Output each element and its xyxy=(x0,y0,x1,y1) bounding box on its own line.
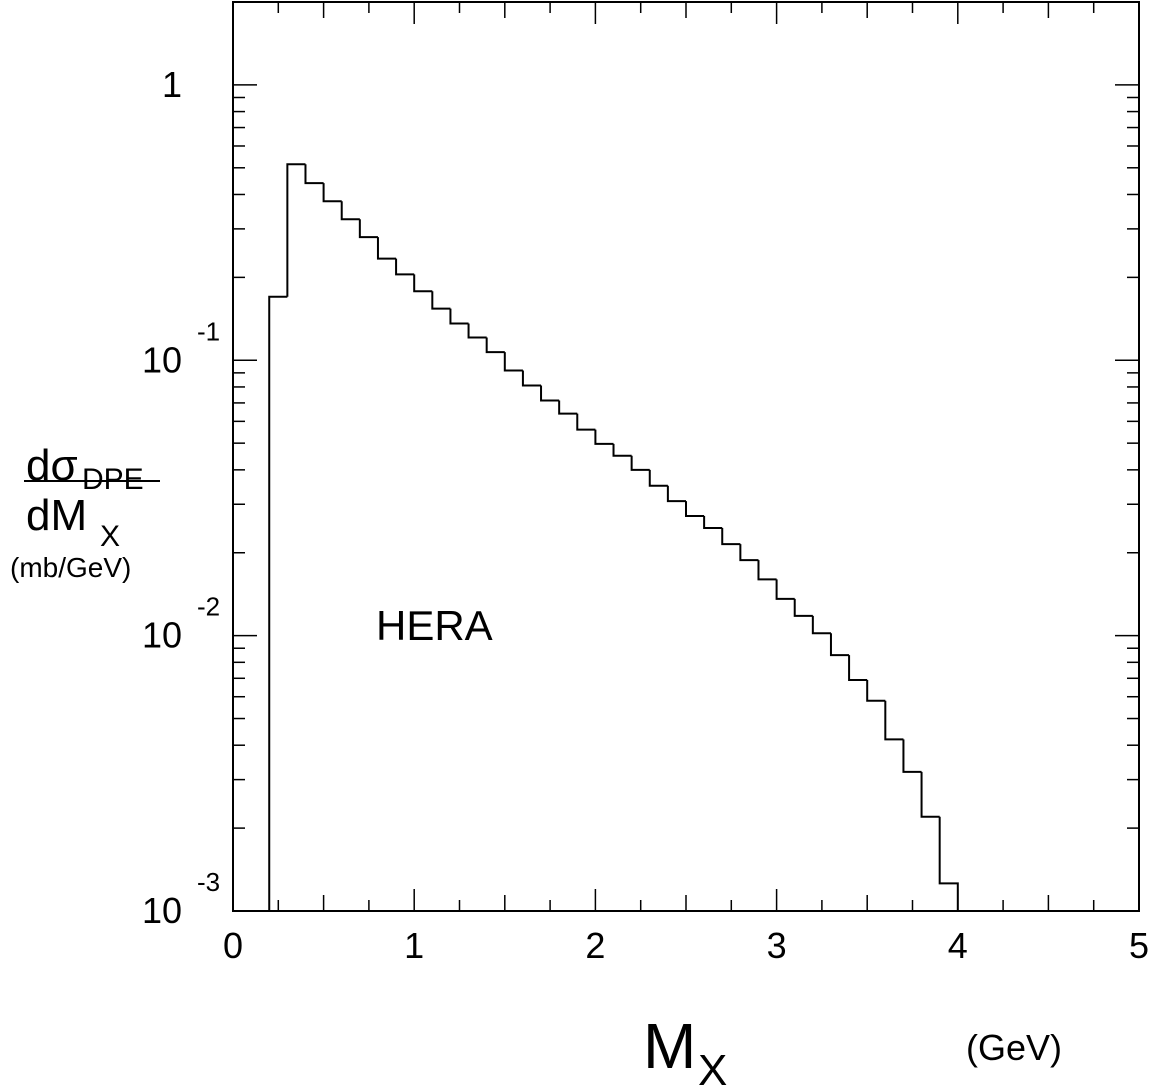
y-label-numerator-sub: DPE xyxy=(82,463,144,496)
y-tick-label: 10 xyxy=(142,339,182,380)
histogram-bin xyxy=(938,816,959,911)
histogram-bin xyxy=(340,201,360,221)
y-label-denominator-sub: X xyxy=(100,520,120,553)
histogram-bin xyxy=(413,274,433,293)
histogram-bin xyxy=(757,560,777,581)
histogram-bin xyxy=(376,237,397,260)
y-tick-label: 1 xyxy=(162,64,182,105)
y-tick-exponent: -1 xyxy=(197,316,220,346)
histogram-bin xyxy=(685,501,705,517)
histogram-bin xyxy=(485,337,505,354)
x-tick-label: 5 xyxy=(1129,925,1149,966)
histogram-bin xyxy=(594,429,614,445)
histogram-bin xyxy=(793,598,813,617)
x-label-unit: (GeV) xyxy=(966,1027,1062,1068)
y-tick-exponent: -2 xyxy=(197,592,220,622)
histogram-bin xyxy=(467,323,487,339)
histogram-bin xyxy=(920,771,940,818)
histogram-bin xyxy=(721,527,741,546)
histogram-bin xyxy=(322,183,342,203)
y-label-numerator: dσ xyxy=(26,441,78,490)
y-tick-label: 10 xyxy=(142,890,182,931)
histogram-bin xyxy=(503,352,523,372)
histogram-bin xyxy=(449,308,469,325)
x-tick-label: 4 xyxy=(948,925,968,966)
histogram-bin xyxy=(540,385,560,402)
y-tick-label: 10 xyxy=(142,615,182,656)
annotation: HERA xyxy=(376,602,493,649)
histogram-bin xyxy=(829,633,850,657)
x-label-text: M xyxy=(643,1010,696,1082)
histogram-bin xyxy=(268,295,288,911)
y-tick-exponent: -3 xyxy=(197,867,220,897)
y-label-denominator: dM xyxy=(26,491,87,540)
x-label-sub: X xyxy=(698,1046,727,1089)
x-axis-label: M X (GeV) xyxy=(643,1010,1062,1089)
y-label-unit: (mb/GeV) xyxy=(10,552,131,583)
histogram-bin xyxy=(358,219,378,239)
histogram-bin xyxy=(431,291,451,310)
histogram-bin xyxy=(775,579,795,600)
x-tick-label: 0 xyxy=(223,925,243,966)
histogram-bin xyxy=(304,164,324,185)
histogram-bin xyxy=(666,485,686,503)
histogram-bin xyxy=(884,700,904,741)
histogram-bin xyxy=(558,400,578,415)
histogram-bin xyxy=(739,544,759,562)
histogram-bin xyxy=(703,515,723,529)
histogram-bin xyxy=(866,680,886,702)
histogram-bin xyxy=(612,443,632,457)
x-tick-label: 2 xyxy=(585,925,605,966)
histogram-bin xyxy=(848,655,868,682)
x-tick-label: 1 xyxy=(404,925,424,966)
histogram-bin xyxy=(521,370,542,387)
y-axis-label: dσ DPE dM X (mb/GeV) xyxy=(10,441,160,583)
x-tick-label: 3 xyxy=(767,925,787,966)
histogram-bin xyxy=(811,615,831,635)
histogram-bin xyxy=(395,258,415,276)
histogram-bin xyxy=(902,739,922,773)
histogram-bin xyxy=(286,163,306,297)
histogram-bin xyxy=(630,455,650,471)
plot-frame xyxy=(232,1,1140,912)
histogram-bin xyxy=(576,413,596,431)
histogram-bin xyxy=(648,469,668,487)
